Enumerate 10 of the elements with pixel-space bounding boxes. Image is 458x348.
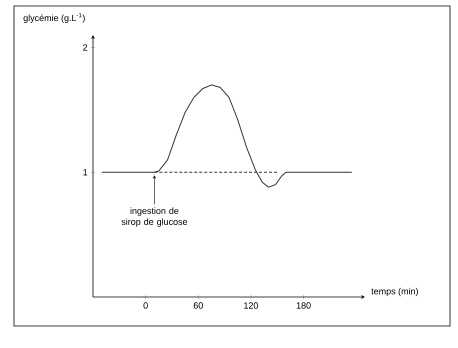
y-tick-label: 1	[83, 169, 88, 176]
line-series	[101, 84, 352, 188]
x-tick-label: 120	[244, 302, 258, 309]
x-tick-label: 180	[296, 302, 311, 309]
y-tick-label: 2	[83, 44, 88, 51]
x-tick-label: 60	[194, 302, 203, 309]
x-tick-label: 0	[143, 302, 148, 309]
y-axis-title: glycémie (g.L$^{-1}$)	[24, 13, 85, 23]
x-axis-title: temps (min)	[371, 288, 418, 296]
annotation: ingestion de sirop de glucose	[122, 207, 188, 227]
